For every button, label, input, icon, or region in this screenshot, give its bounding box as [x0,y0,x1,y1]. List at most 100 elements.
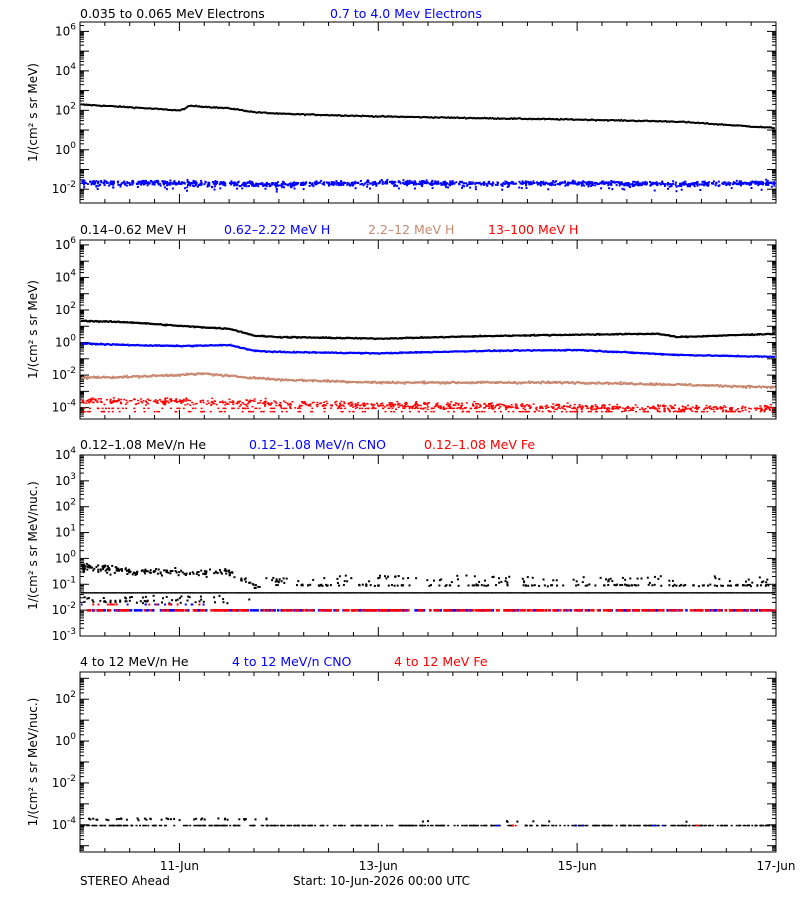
plot-frame [79,239,777,420]
data-point [153,183,156,186]
data-point [635,120,638,123]
data-point [252,410,255,413]
data-point [218,410,221,413]
data-point [382,404,385,407]
data-point [228,398,231,401]
data-point [171,187,174,190]
data-point [206,106,209,109]
data-point [381,402,384,405]
data-point [177,182,180,185]
data-point [204,105,207,108]
data-point [477,406,480,409]
data-point [208,182,211,185]
data-point [452,116,455,119]
data-point [175,374,178,377]
data-point [569,118,572,121]
data-point [635,181,638,184]
data-point [557,118,560,121]
data-point [436,402,439,404]
data-point [532,180,535,183]
data-point [232,407,235,410]
data-point [667,187,669,190]
data-point [470,116,473,119]
data-point [663,120,666,123]
data-point [581,406,584,408]
data-point [492,404,495,407]
data-point [316,401,319,404]
data-point [650,182,653,185]
data-point [722,183,725,186]
data-point [402,181,405,184]
data-point [689,383,692,386]
data-point [538,182,540,185]
data-point [162,181,165,184]
data-point [476,182,479,184]
data-point [202,401,205,404]
data-point [440,406,442,408]
data-point [206,185,209,188]
data-point [321,114,324,116]
data-point [485,183,488,186]
data-point [670,120,673,123]
data-point [471,117,474,120]
data-point [544,405,547,408]
data-point [586,119,589,122]
data-point [540,405,543,408]
data-point [424,403,426,405]
data-point [592,118,595,121]
data-point [241,187,244,190]
data-point [607,182,610,185]
data-point [281,186,284,189]
data-point [140,106,143,109]
data-point [261,402,264,405]
data-point [694,122,697,124]
data-point [469,407,472,410]
data-point [437,180,440,183]
data-point [433,182,435,185]
data-point [238,108,241,111]
data-point [668,183,671,185]
data-point [763,410,766,413]
data-point [495,117,498,120]
data-point [727,124,730,127]
data-point [98,104,101,107]
data-point [204,181,207,184]
data-point [770,126,773,129]
data-point [645,119,648,122]
data-point [370,403,373,405]
data-point [246,182,249,185]
data-point [141,179,144,182]
data-point [656,120,659,123]
data-point [488,405,491,408]
data-point [198,105,200,108]
data-point [543,183,546,185]
data-point [169,183,172,186]
data-point [334,380,337,383]
data-point [631,183,634,186]
data-point [540,382,542,385]
data-point [738,180,741,183]
data-point [213,185,216,188]
data-point [723,123,726,126]
data-point [371,115,373,117]
data-point [463,116,466,119]
data-point [399,115,402,118]
series-2 [81,372,775,389]
data-point [659,183,662,186]
data-point [474,188,477,191]
data-point [605,410,608,413]
data-point [606,381,609,384]
data-point [483,116,486,119]
data-point [413,116,416,119]
data-point [607,184,610,187]
data-point [393,410,396,413]
data-point [352,183,355,186]
data-point [294,183,297,186]
data-point [573,118,576,121]
data-point [388,403,391,406]
data-point [652,405,655,407]
data-point [538,118,541,121]
data-point [224,107,227,109]
data-point [633,180,636,183]
data-point [628,184,630,187]
